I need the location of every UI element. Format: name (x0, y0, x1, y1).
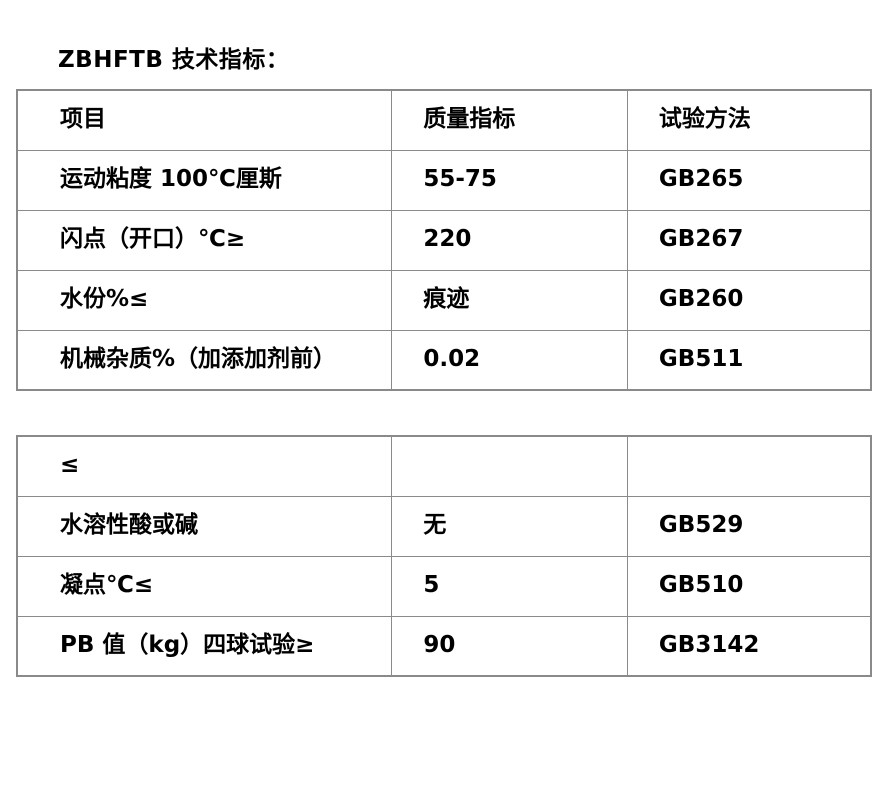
cell-method: GB529 (626, 495, 872, 557)
cell-item: PB 值（kg）四球试验≥ (16, 615, 393, 677)
cell-spec: 0.02 (391, 329, 628, 391)
cell-spec: 220 (391, 209, 628, 271)
cell-spec: 痕迹 (391, 269, 628, 331)
cell-item: 水份%≤ (16, 269, 393, 331)
header-cell-item: 项目 (16, 89, 393, 151)
table-row: ≤ (16, 435, 872, 497)
cell-item: ≤ (16, 435, 393, 497)
cell-item: 闪点（开口）℃≥ (16, 209, 393, 271)
cell-spec: 90 (391, 615, 628, 677)
table-row: 机械杂质%（加添加剂前） 0.02 GB511 (16, 329, 872, 391)
table-row: PB 值（kg）四球试验≥ 90 GB3142 (16, 615, 872, 677)
cell-method: GB510 (626, 555, 872, 617)
cell-item: 凝点℃≤ (16, 555, 393, 617)
table-row: 水溶性酸或碱 无 GB529 (16, 495, 872, 557)
table-header-row: 项目 质量指标 试验方法 (16, 89, 872, 151)
cell-spec (391, 435, 628, 497)
table-row: 闪点（开口）℃≥ 220 GB267 (16, 209, 872, 271)
header-cell-method: 试验方法 (626, 89, 872, 151)
cell-method: GB260 (626, 269, 872, 331)
table-row: 运动粘度 100℃厘斯 55-75 GB265 (16, 149, 872, 211)
cell-item: 机械杂质%（加添加剂前） (16, 329, 393, 391)
cell-method: GB511 (626, 329, 872, 391)
header-cell-spec: 质量指标 (391, 89, 628, 151)
table-row: 水份%≤ 痕迹 GB260 (16, 269, 872, 331)
cell-spec: 5 (391, 555, 628, 617)
primary-spec-table: 项目 质量指标 试验方法 运动粘度 100℃厘斯 55-75 GB265 闪点（… (16, 89, 872, 391)
cell-method: GB267 (626, 209, 872, 271)
cell-method: GB265 (626, 149, 872, 211)
cell-item: 运动粘度 100℃厘斯 (16, 149, 393, 211)
cell-spec: 55-75 (391, 149, 628, 211)
table-row: 凝点℃≤ 5 GB510 (16, 555, 872, 617)
cell-spec: 无 (391, 495, 628, 557)
cell-item: 水溶性酸或碱 (16, 495, 393, 557)
secondary-spec-table: ≤ 水溶性酸或碱 无 GB529 凝点℃≤ 5 GB510 PB 值（kg）四球… (16, 435, 872, 677)
page-title: ZBHFTB 技术指标： (58, 47, 290, 73)
cell-method: GB3142 (626, 615, 872, 677)
cell-method (626, 435, 872, 497)
